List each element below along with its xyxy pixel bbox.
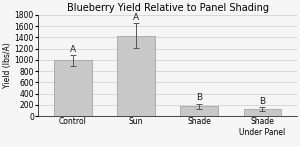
Bar [117, 36, 155, 116]
Bar [244, 109, 281, 116]
Text: B: B [196, 93, 202, 102]
Bar [54, 60, 92, 116]
Text: A: A [70, 45, 76, 54]
Text: A: A [133, 13, 139, 22]
Title: Blueberry Yield Relative to Panel Shading: Blueberry Yield Relative to Panel Shadin… [67, 3, 269, 13]
Text: B: B [260, 97, 266, 106]
Bar [180, 106, 218, 116]
Y-axis label: Yield (lbs/A): Yield (lbs/A) [3, 43, 12, 88]
